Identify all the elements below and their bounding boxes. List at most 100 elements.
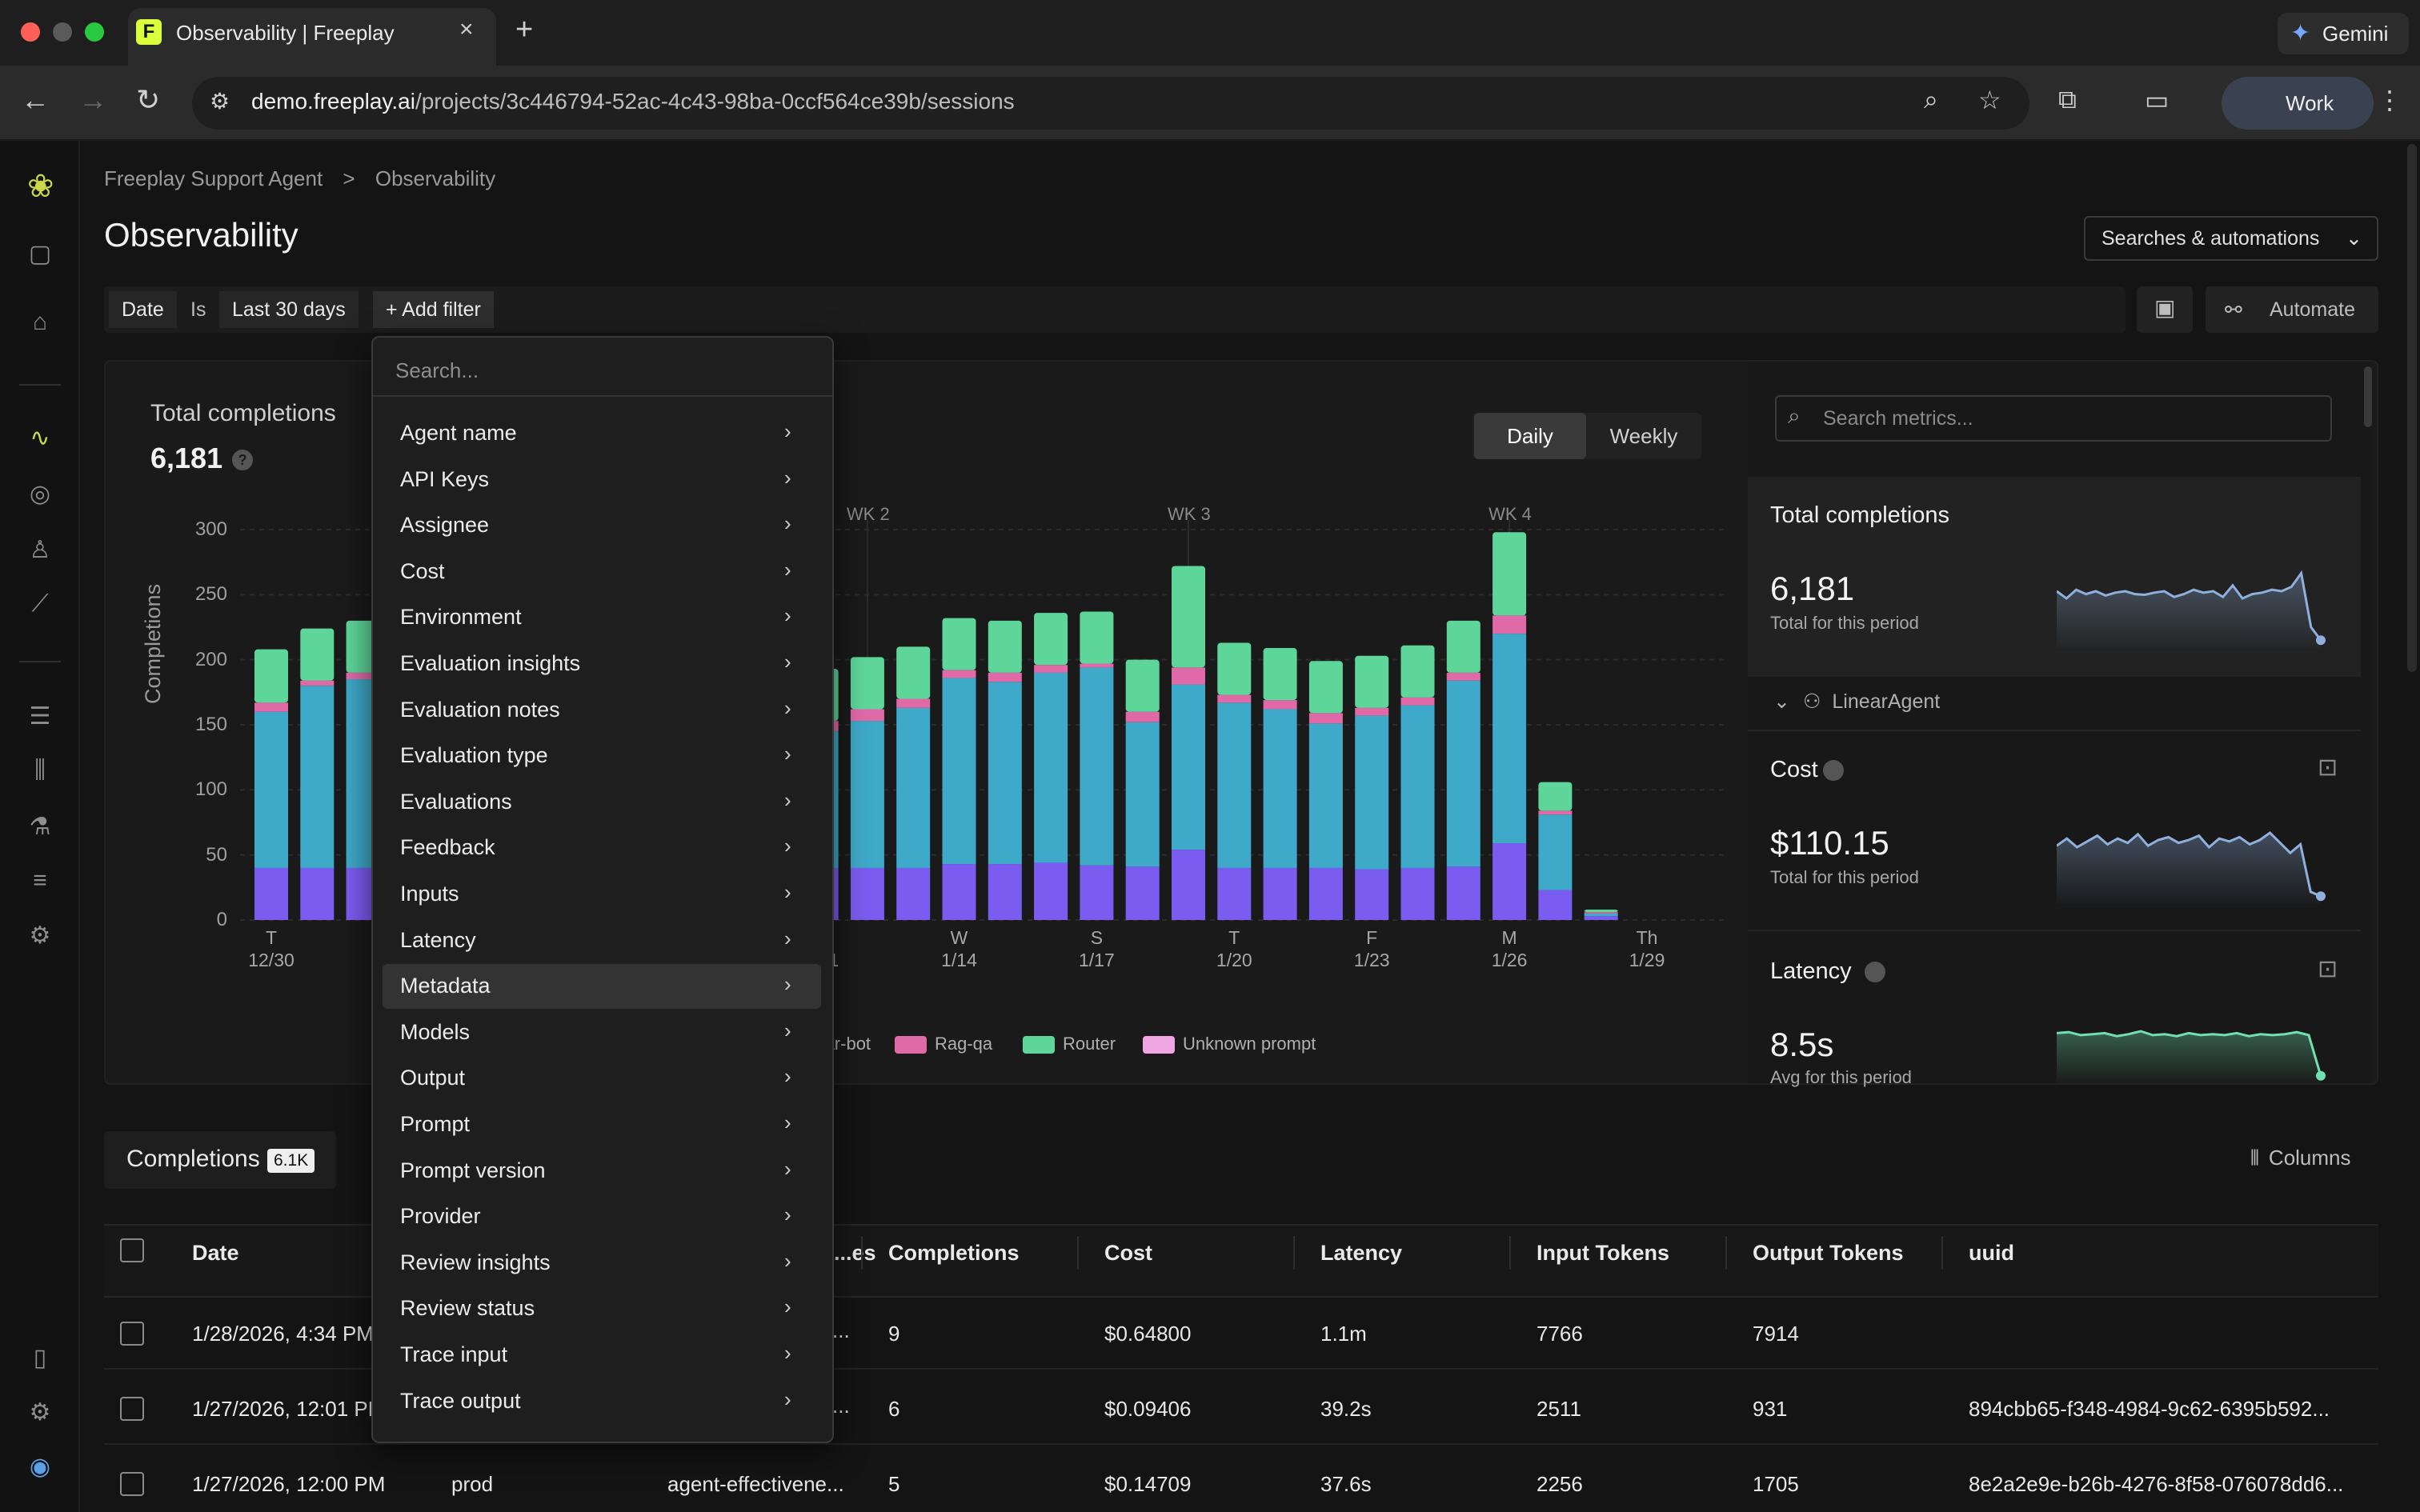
bar-segment[interactable] [1172, 684, 1205, 850]
tests-icon[interactable]: ⫼ [34, 757, 46, 783]
bar-segment[interactable] [1080, 865, 1114, 920]
bar-segment[interactable] [850, 867, 884, 920]
bar-segment[interactable] [254, 711, 288, 868]
bar-segment[interactable] [1584, 913, 1618, 917]
globe-icon[interactable]: ◉ [29, 1454, 51, 1480]
reload-icon[interactable]: ↻ [136, 83, 161, 116]
bar-segment[interactable] [942, 678, 976, 865]
filter-menu-search-input[interactable]: Search... [395, 358, 479, 382]
dataset-icon[interactable]: ☰ [29, 703, 51, 730]
metrics-scrollbar[interactable] [2364, 366, 2372, 427]
bar-segment[interactable] [942, 670, 976, 678]
save-search-button[interactable]: ▣ [2137, 286, 2193, 333]
bar-segment[interactable] [346, 672, 380, 680]
column-header-input-tokens[interactable]: Input Tokens [1537, 1241, 1669, 1265]
legend-item[interactable]: Unknown prompt [1143, 1034, 1316, 1054]
gemini-button[interactable]: ✦ Gemini [2278, 13, 2409, 54]
table-row[interactable] [104, 1296, 2378, 1370]
profile-button[interactable]: Work [2222, 77, 2374, 130]
bar-segment[interactable] [1217, 694, 1252, 703]
bar-segment[interactable] [1034, 613, 1068, 666]
bar-segment[interactable] [1034, 665, 1068, 673]
bar-segment[interactable] [1400, 645, 1435, 698]
bar-segment[interactable] [896, 707, 931, 868]
bookmark-icon[interactable]: ⊡ [2318, 754, 2338, 781]
bar-segment[interactable] [1263, 648, 1297, 701]
cast-icon[interactable]: ▭ [2145, 86, 2170, 114]
bar-segment[interactable] [850, 721, 884, 868]
bar-segment[interactable] [1538, 782, 1573, 811]
bar-segment[interactable] [1446, 866, 1480, 920]
select-all-checkbox[interactable] [120, 1238, 144, 1262]
automate-button[interactable]: ⚯ Automate [2206, 286, 2378, 333]
bar-segment[interactable] [988, 682, 1022, 865]
bar-segment[interactable] [988, 864, 1022, 920]
bar-segment[interactable] [1446, 680, 1480, 867]
bar-segment[interactable] [1034, 672, 1068, 863]
bar-segment[interactable] [942, 864, 976, 920]
bar-segment[interactable] [1308, 723, 1343, 868]
bar-segment[interactable] [1492, 532, 1527, 616]
bar-segment[interactable] [1492, 615, 1527, 634]
bar-segment[interactable] [1263, 709, 1297, 868]
bar-segment[interactable] [1080, 611, 1114, 664]
bar-segment[interactable] [254, 649, 288, 703]
bar-segment[interactable] [1080, 663, 1114, 668]
table-row[interactable] [104, 1371, 2378, 1445]
chart-icon[interactable]: ⟋ [31, 590, 49, 617]
column-header-uuid[interactable]: uuid [1969, 1241, 2014, 1265]
bar-segment[interactable] [988, 672, 1022, 682]
group-linearagent[interactable]: ⌄ ⚇ LinearAgent [1773, 690, 1940, 714]
bar-segment[interactable] [896, 698, 931, 708]
bar-segment[interactable] [1172, 850, 1205, 920]
bar-segment[interactable] [1172, 667, 1205, 685]
extensions-icon[interactable]: ⧉ [2058, 85, 2077, 114]
observability-icon[interactable]: ∿ [30, 425, 50, 451]
row-checkbox[interactable] [120, 1322, 144, 1346]
bar-segment[interactable] [1034, 862, 1068, 920]
broadcast-icon[interactable]: ◎ [29, 481, 51, 507]
url-text[interactable]: demo.freeplay.ai/projects/3c446794-52ac-… [251, 89, 1015, 114]
bar-segment[interactable] [1584, 912, 1618, 914]
bar-segment[interactable] [254, 702, 288, 712]
browser-tab[interactable] [128, 8, 496, 66]
filter-menu-item-metadata[interactable] [383, 964, 821, 1010]
browser-menu-icon[interactable]: ⋮ [2377, 86, 2402, 114]
bar-segment[interactable] [1308, 661, 1343, 714]
flask-icon[interactable]: ⚗ [29, 814, 51, 840]
bar-segment[interactable] [1217, 867, 1252, 920]
bar-segment[interactable] [1172, 566, 1205, 668]
bar-segment[interactable] [1492, 843, 1527, 920]
forward-icon[interactable]: → [78, 83, 107, 116]
bar-segment[interactable] [1400, 697, 1435, 706]
bar-segment[interactable] [1308, 867, 1343, 920]
back-icon[interactable]: ← [21, 83, 50, 116]
bar-segment[interactable] [1125, 711, 1160, 722]
bar-segment[interactable] [300, 628, 335, 681]
filter-value[interactable]: Last 30 days [219, 291, 359, 328]
close-window-button[interactable] [21, 22, 40, 42]
user-icon[interactable]: ♙ [29, 537, 51, 563]
bar-segment[interactable] [850, 709, 884, 722]
column-header-date[interactable]: Date [192, 1241, 239, 1265]
column-header-latency[interactable]: Latency [1320, 1241, 1403, 1265]
filter-field[interactable]: Date [109, 291, 177, 328]
legend-item[interactable]: Router [1023, 1034, 1116, 1054]
bar-segment[interactable] [300, 680, 335, 686]
bar-segment[interactable] [1538, 890, 1573, 920]
maximize-window-button[interactable] [85, 22, 104, 42]
site-info-icon[interactable]: ⚙ [210, 89, 230, 114]
bar-segment[interactable] [1400, 705, 1435, 868]
help-icon[interactable] [1823, 760, 1844, 781]
daily-toggle-button[interactable]: Daily [1474, 413, 1586, 459]
home-icon[interactable]: ⌂ [32, 309, 48, 335]
column-header-output-tokens[interactable]: Output Tokens [1753, 1241, 1904, 1265]
row-checkbox[interactable] [120, 1472, 144, 1496]
bar-segment[interactable] [1308, 713, 1343, 724]
bar-segment[interactable] [1125, 722, 1160, 867]
bar-segment[interactable] [850, 657, 884, 710]
breadcrumb-parent[interactable]: Freeplay Support Agent [104, 166, 323, 190]
bar-segment[interactable] [1217, 702, 1252, 868]
bar-segment[interactable] [1355, 707, 1389, 716]
bar-segment[interactable] [942, 618, 976, 670]
